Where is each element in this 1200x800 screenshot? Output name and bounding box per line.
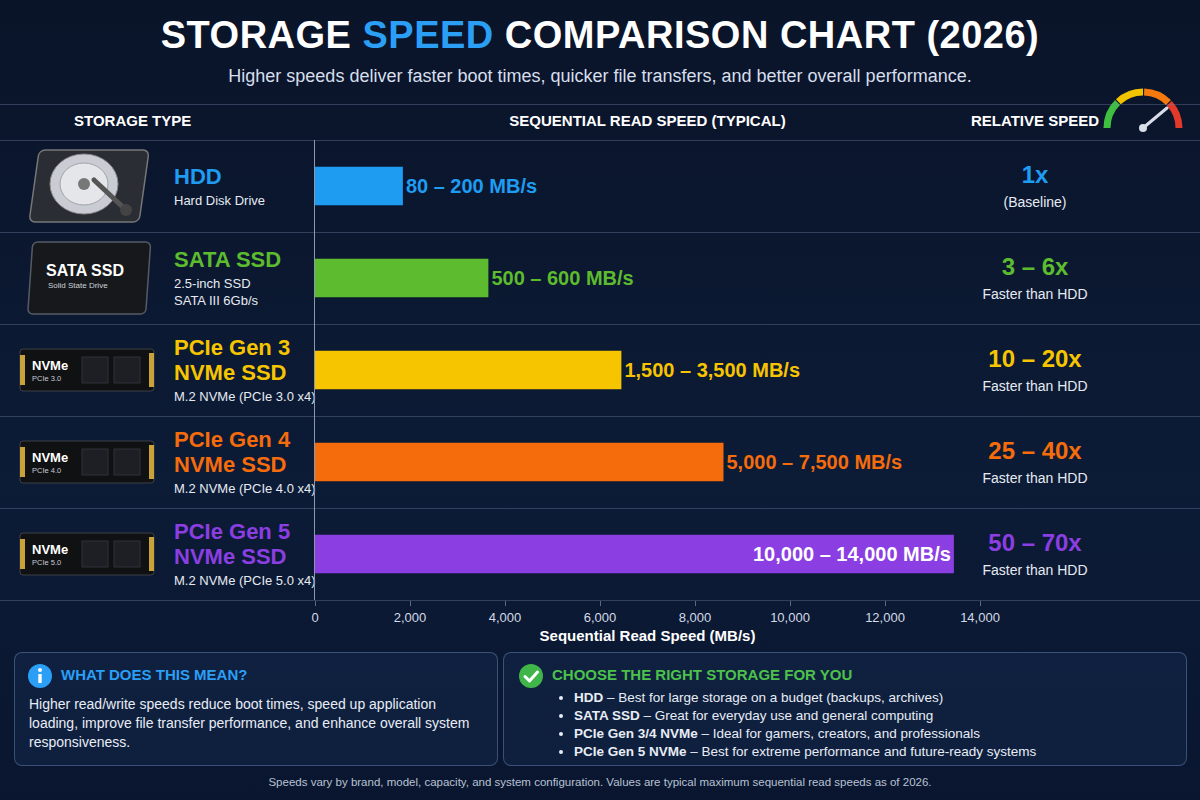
svg-text:12,000: 12,000	[865, 610, 905, 625]
html-text:Faster than HDD: Faster than HDD	[982, 286, 1088, 302]
svg-text:5,000 – 7,500 MB/s: 5,000 – 7,500 MB/s	[727, 451, 903, 473]
html-text:PCIe Gen 3/4 NVMe – Ideal for: PCIe Gen 3/4 NVMe – Ideal for gamers, cr…	[574, 726, 980, 741]
html-text:RELATIVE SPEED: RELATIVE SPEED	[971, 112, 1099, 129]
svg-text:14,000: 14,000	[960, 610, 1000, 625]
svg-text:NVMe: NVMe	[32, 450, 68, 465]
svg-text:10,000 – 14,000 MB/s: 10,000 – 14,000 MB/s	[753, 543, 951, 565]
html-text:PCIe Gen 5 NVMe SSD: PCIe Gen 5 NVMe SSD	[174, 519, 291, 569]
svg-text:Sequential Read Speed (MB/s): Sequential Read Speed (MB/s)	[540, 627, 756, 644]
html-text:SATA III 6Gb/s: SATA III 6Gb/s	[174, 293, 259, 308]
html-text:SEQUENTIAL READ SPEED (TYPICAL: SEQUENTIAL READ SPEED (TYPICAL)	[509, 112, 786, 129]
html-text:PCIe Gen 3 NVMe SSD: PCIe Gen 3 NVMe SSD	[174, 335, 291, 385]
svg-text:SATA SSD: SATA SSD	[46, 262, 124, 279]
svg-text:2,000: 2,000	[394, 610, 427, 625]
svg-text:500 – 600 MB/s: 500 – 600 MB/s	[491, 267, 633, 289]
html-text:PCIe Gen 5 NVMe – Best for ext: PCIe Gen 5 NVMe – Best for extreme perfo…	[574, 744, 1037, 759]
svg-text:10,000: 10,000	[770, 610, 810, 625]
html-text:Higher read/write speeds reduc: Higher read/write speeds reduce boot tim…	[29, 696, 470, 750]
svg-text:1,500 – 3,500 MB/s: 1,500 – 3,500 MB/s	[624, 359, 800, 381]
html-text:Higher speeds deliver faster b: Higher speeds deliver faster boot times,…	[228, 66, 972, 86]
svg-text:NVMe: NVMe	[32, 358, 68, 373]
html-text:25 – 40x: 25 – 40x	[988, 437, 1082, 464]
svg-text:PCIe 3.0: PCIe 3.0	[32, 374, 61, 383]
svg-text:NVMe: NVMe	[32, 542, 68, 557]
svg-text:6,000: 6,000	[584, 610, 617, 625]
html-text:SATA SSD – Great for everyday: SATA SSD – Great for everyday use and ge…	[574, 708, 934, 723]
html-text:3 – 6x: 3 – 6x	[1001, 253, 1069, 280]
html-text:2.5-inch SSD: 2.5-inch SSD	[174, 276, 251, 291]
html-text:1x: 1x	[1021, 161, 1049, 188]
svg-text:0: 0	[311, 610, 318, 625]
html-text:HDD – Best for large storage o: HDD – Best for large storage on a budget…	[574, 690, 944, 705]
html-text:Hard Disk Drive: Hard Disk Drive	[174, 192, 265, 208]
html-text:Speeds vary by brand, model, c: Speeds vary by brand, model, capacity, a…	[268, 776, 932, 788]
html-text:Faster than HDD: Faster than HDD	[982, 562, 1088, 578]
html-text:CHOOSE THE RIGHT STORAGE FOR Y: CHOOSE THE RIGHT STORAGE FOR YOU	[552, 666, 853, 683]
html-text:STORAGE TYPE: STORAGE TYPE	[74, 112, 192, 129]
svg-text:Solid State Drive: Solid State Drive	[48, 281, 108, 290]
html-text:10 – 20x: 10 – 20x	[988, 345, 1082, 372]
html-text:50 – 70x: 50 – 70x	[988, 529, 1082, 556]
html-text:Faster than HDD: Faster than HDD	[982, 470, 1088, 486]
html-text:SATA SSD: SATA SSD	[174, 247, 282, 272]
svg-text:80 – 200 MB/s: 80 – 200 MB/s	[406, 175, 537, 197]
svg-text:8,000: 8,000	[679, 610, 712, 625]
svg-text:PCIe 4.0: PCIe 4.0	[32, 466, 61, 475]
svg-text:4,000: 4,000	[489, 610, 522, 625]
html-text:M.2 NVMe (PCIe 4.0 x4): M.2 NVMe (PCIe 4.0 x4)	[174, 481, 316, 496]
html-text:(Baseline): (Baseline)	[1003, 194, 1067, 210]
html-text:HDD: HDD	[174, 163, 222, 189]
svg-text:PCIe 5.0: PCIe 5.0	[32, 558, 61, 567]
html-text:PCIe Gen 4 NVMe SSD: PCIe Gen 4 NVMe SSD	[174, 427, 291, 477]
html-text:Faster than HDD: Faster than HDD	[982, 378, 1088, 394]
html-text:STORAGE SPEED COMPARISON CHART: STORAGE SPEED COMPARISON CHART (2026)	[160, 14, 1040, 56]
html-text:WHAT DOES THIS MEAN?: WHAT DOES THIS MEAN?	[61, 666, 248, 683]
html-text:M.2 NVMe (PCIe 5.0 x4): M.2 NVMe (PCIe 5.0 x4)	[174, 573, 316, 588]
html-text:M.2 NVMe (PCIe 3.0 x4): M.2 NVMe (PCIe 3.0 x4)	[174, 389, 316, 404]
